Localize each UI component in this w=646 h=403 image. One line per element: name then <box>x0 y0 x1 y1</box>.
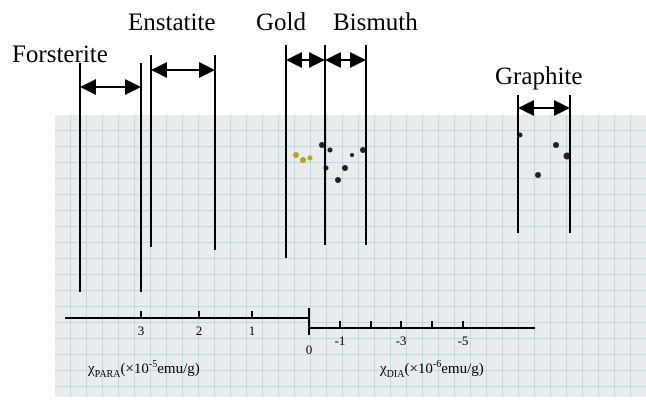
label: Bismuth <box>333 9 418 36</box>
label: Gold <box>256 9 307 36</box>
label: Enstatite <box>128 9 215 36</box>
axis-exponent: -6 <box>433 359 441 370</box>
grid-paper <box>55 115 646 397</box>
axis-label: χDIA(×10-6emu/g) <box>379 359 484 380</box>
label: Forsterite <box>12 41 108 68</box>
axis-exponent: -5 <box>149 359 157 370</box>
axes <box>65 308 535 335</box>
axis-unit: (×10 <box>120 361 148 377</box>
label: Graphite <box>495 63 582 90</box>
axis-symbol: χ <box>379 361 387 377</box>
tick-label: 3 <box>138 323 145 338</box>
tick-label: 1 <box>249 323 256 338</box>
axis-unit: (×10 <box>404 361 432 377</box>
axis-label: χPARA(×10-5emu/g) <box>87 359 200 380</box>
tick-label: -1 <box>335 333 346 348</box>
axis-subscript: PARA <box>95 369 122 380</box>
tick-label: -5 <box>458 333 469 348</box>
bracket-lines <box>79 45 571 292</box>
axis-subscript: DIA <box>387 369 406 380</box>
tick-label: 0 <box>306 342 313 357</box>
axis-symbol: χ <box>87 361 95 377</box>
axis-unit: emu/g) <box>157 361 200 377</box>
tick-label: -3 <box>396 333 407 348</box>
axis-unit: emu/g) <box>441 361 484 377</box>
tick-label: 2 <box>196 323 203 338</box>
